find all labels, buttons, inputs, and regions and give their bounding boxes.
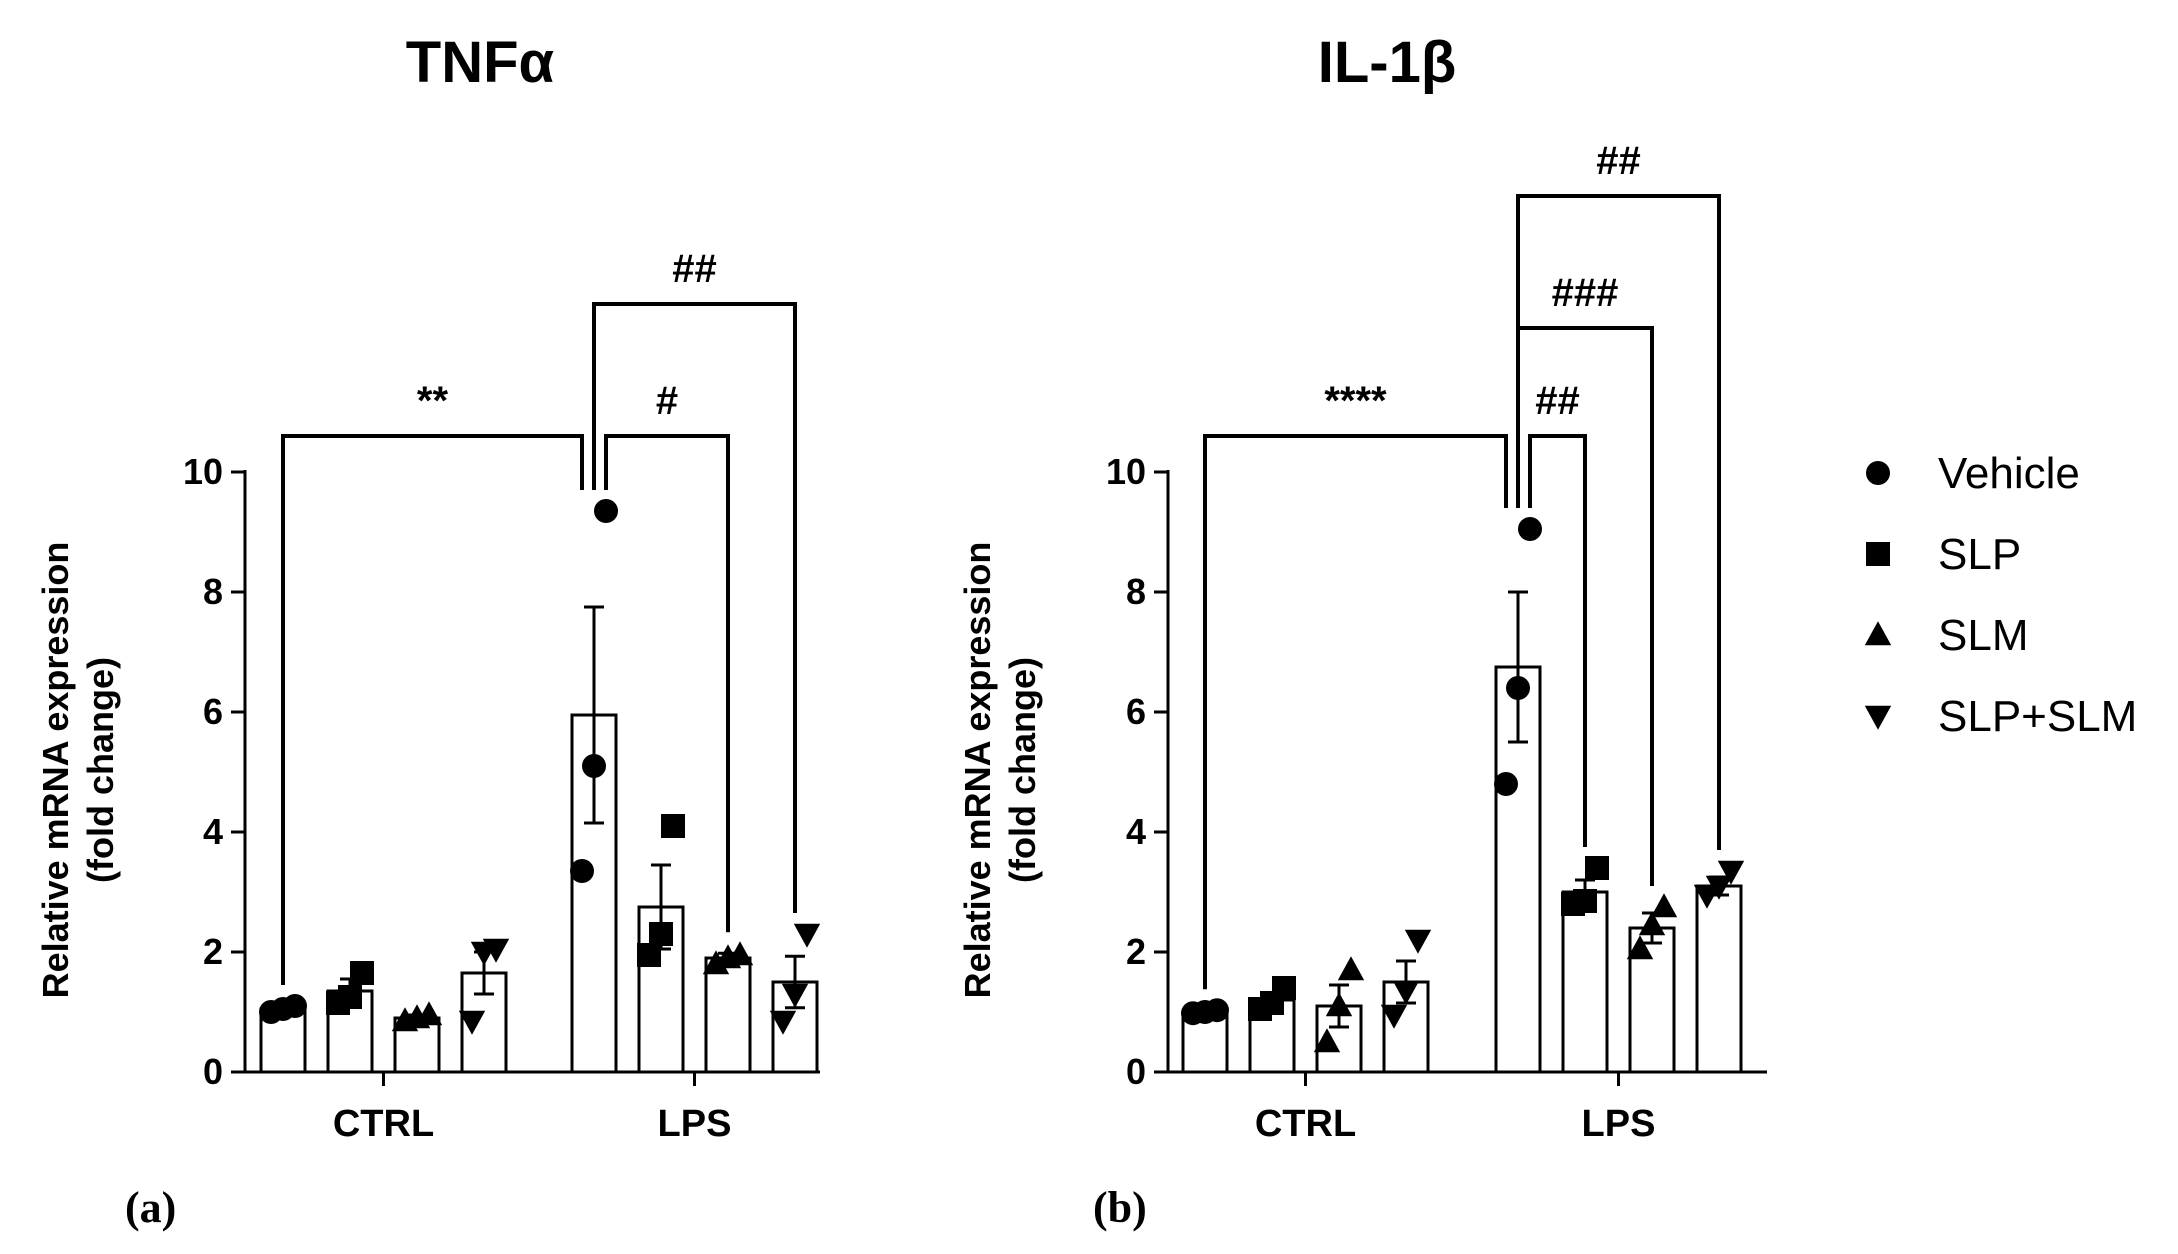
data-point bbox=[1380, 1004, 1408, 1029]
data-point bbox=[594, 499, 618, 523]
legend-marker bbox=[1864, 705, 1892, 730]
bar bbox=[1561, 890, 1609, 1074]
panel-label: (b) bbox=[1093, 1183, 1147, 1232]
legend-marker bbox=[1866, 542, 1890, 566]
data-point bbox=[1518, 517, 1542, 541]
data-point bbox=[582, 754, 606, 778]
y-tick-label: 4 bbox=[203, 811, 223, 852]
data-point bbox=[661, 814, 685, 838]
y-axis-label: (fold change) bbox=[1002, 657, 1043, 883]
x-tick-label: CTRL bbox=[333, 1103, 434, 1145]
data-point bbox=[1313, 1028, 1341, 1053]
legend-label: SLM bbox=[1938, 611, 2028, 660]
data-point bbox=[458, 1010, 486, 1035]
y-axis-label: Relative mRNA expression bbox=[957, 542, 998, 999]
y-tick-label: 0 bbox=[1126, 1051, 1146, 1092]
data-point bbox=[726, 941, 754, 966]
legend: Vehicle SLP SLM SLP+SLM bbox=[1864, 449, 2137, 741]
y-tick-label: 8 bbox=[1126, 571, 1146, 612]
significance-bracket bbox=[1203, 434, 1508, 990]
x-tick-label: LPS bbox=[1582, 1103, 1656, 1145]
data-point bbox=[1650, 893, 1678, 918]
data-point bbox=[781, 983, 809, 1008]
data-point bbox=[1638, 911, 1666, 936]
data-point bbox=[415, 1001, 443, 1026]
x-tick-label: CTRL bbox=[1255, 1103, 1356, 1145]
data-point bbox=[338, 985, 362, 1009]
significance-label: **** bbox=[1324, 379, 1387, 423]
data-point bbox=[1506, 676, 1530, 700]
significance-label: # bbox=[656, 379, 678, 423]
significance-bracket bbox=[281, 434, 584, 985]
y-tick-label: 10 bbox=[1106, 451, 1146, 492]
y-axis-label: (fold change) bbox=[80, 657, 121, 883]
legend-label: SLP+SLM bbox=[1938, 692, 2137, 741]
legend-label: SLP bbox=[1938, 530, 2021, 579]
data-point bbox=[637, 943, 661, 967]
data-point bbox=[1205, 998, 1229, 1023]
data-point bbox=[1585, 856, 1609, 880]
significance-bracket bbox=[604, 434, 730, 933]
chart-title: TNFα bbox=[406, 30, 555, 95]
data-point bbox=[1494, 772, 1518, 796]
y-tick-label: 6 bbox=[1126, 691, 1146, 732]
legend-marker bbox=[1864, 621, 1892, 646]
panel-label: (a) bbox=[125, 1183, 176, 1232]
data-point bbox=[1693, 884, 1721, 909]
data-point bbox=[1392, 980, 1420, 1005]
significance-label: ## bbox=[672, 247, 717, 291]
data-point bbox=[1325, 992, 1353, 1017]
data-point bbox=[649, 922, 673, 946]
x-tick-label: LPS bbox=[658, 1103, 732, 1145]
y-tick-label: 4 bbox=[1126, 811, 1146, 852]
data-point bbox=[1404, 929, 1432, 954]
y-tick-label: 2 bbox=[203, 931, 223, 972]
chart-title: IL-1β bbox=[1318, 30, 1457, 95]
significance-bracket bbox=[1528, 434, 1587, 847]
significance-label: ### bbox=[1552, 271, 1619, 315]
data-point bbox=[570, 859, 594, 883]
data-point bbox=[350, 961, 374, 985]
significance-bracket bbox=[592, 302, 797, 913]
panel-tnfa: TNFα Relative mRNA expression (fold chan… bbox=[35, 30, 821, 1232]
significance-label: ** bbox=[417, 379, 449, 423]
bar bbox=[1695, 884, 1743, 1074]
data-point bbox=[1717, 860, 1745, 885]
y-tick-label: 6 bbox=[203, 691, 223, 732]
legend-label: Vehicle bbox=[1938, 449, 2080, 498]
significance-label: ## bbox=[1535, 379, 1580, 423]
bar bbox=[704, 956, 752, 1074]
data-point bbox=[1337, 956, 1365, 981]
data-point bbox=[769, 1010, 797, 1035]
data-point bbox=[283, 994, 307, 1018]
y-tick-label: 10 bbox=[183, 451, 223, 492]
data-point bbox=[482, 938, 510, 963]
y-tick-label: 2 bbox=[1126, 931, 1146, 972]
data-point bbox=[1573, 889, 1597, 913]
data-point bbox=[793, 923, 821, 948]
y-tick-label: 0 bbox=[203, 1051, 223, 1092]
significance-bracket bbox=[1516, 194, 1721, 850]
significance-label: ## bbox=[1596, 139, 1641, 183]
y-tick-label: 8 bbox=[203, 571, 223, 612]
data-point bbox=[1626, 935, 1654, 960]
data-point bbox=[1272, 976, 1296, 1000]
y-axis-label: Relative mRNA expression bbox=[35, 542, 76, 999]
panel-il1b: IL-1β Relative mRNA expression (fold cha… bbox=[957, 30, 1767, 1232]
data-point bbox=[1705, 875, 1733, 900]
legend-marker bbox=[1866, 461, 1890, 485]
